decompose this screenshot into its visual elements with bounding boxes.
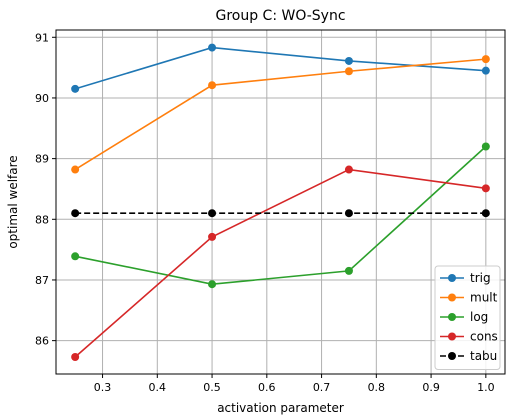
data-point-log xyxy=(71,252,80,261)
data-point-mult xyxy=(481,55,490,64)
x-tick-label: 0.5 xyxy=(203,381,221,394)
legend-marker xyxy=(448,274,456,282)
data-point-trig xyxy=(344,56,353,65)
x-tick-label: 0.6 xyxy=(258,381,276,394)
data-point-mult xyxy=(208,81,217,90)
legend-item: tabu xyxy=(440,349,497,363)
data-point-cons xyxy=(344,165,353,174)
y-tick-label: 87 xyxy=(35,274,49,287)
data-point-mult xyxy=(71,165,80,174)
x-tick-label: 0.8 xyxy=(368,381,386,394)
ticks: 0.3 0.4 0.5 0.6 0.7 0.8 0.9 1.0 86 87 88 89 90 91 xyxy=(35,31,495,394)
legend-label: trig xyxy=(470,271,491,285)
series-line-mult xyxy=(74,58,486,171)
data-point-trig xyxy=(208,43,217,52)
series-tabu xyxy=(71,209,490,218)
legend-label: tabu xyxy=(470,349,497,363)
data-point-log xyxy=(208,280,217,289)
legend-label: cons xyxy=(470,330,498,344)
series-layer xyxy=(71,43,490,362)
x-tick-label: 0.9 xyxy=(422,381,440,394)
y-tick-label: 86 xyxy=(35,335,49,348)
series-line-cons xyxy=(74,168,486,358)
data-point-tabu xyxy=(344,209,353,218)
data-point-cons xyxy=(71,353,80,362)
legend-item: log xyxy=(440,310,488,324)
x-tick-label: 1.0 xyxy=(477,381,495,394)
chart-title: Group C: WO-Sync xyxy=(215,8,345,24)
data-point-log xyxy=(344,266,353,275)
legend-marker xyxy=(448,352,456,360)
x-tick-label: 0.7 xyxy=(313,381,331,394)
data-point-trig xyxy=(481,66,490,75)
x-axis-title: activation parameter xyxy=(217,401,344,415)
legend-label: log xyxy=(470,310,488,324)
y-tick-label: 89 xyxy=(35,153,49,166)
legend-item: cons xyxy=(440,330,498,344)
legend-label: mult xyxy=(470,291,498,305)
data-point-tabu xyxy=(208,209,217,218)
data-point-tabu xyxy=(71,209,80,218)
y-tick-label: 88 xyxy=(35,213,49,226)
data-point-mult xyxy=(344,67,353,76)
legend-marker xyxy=(448,293,456,302)
data-point-log xyxy=(481,142,490,151)
x-tick-label: 0.4 xyxy=(149,381,167,394)
y-tick-label: 90 xyxy=(35,92,49,105)
y-axis-title: optimal welfare xyxy=(6,155,20,248)
data-point-cons xyxy=(481,184,490,193)
series-line-log xyxy=(75,145,487,286)
legend-item: trig xyxy=(440,271,491,285)
legend-marker xyxy=(448,332,456,341)
series-cons xyxy=(71,165,490,362)
data-point-cons xyxy=(208,232,217,241)
data-point-tabu xyxy=(481,209,490,218)
plot-frame xyxy=(55,29,506,375)
data-point-trig xyxy=(71,84,80,93)
legend: trig mult log cons tabu xyxy=(434,265,501,370)
legend-item: mult xyxy=(440,291,498,305)
y-tick-label: 91 xyxy=(35,31,49,44)
legend-box xyxy=(434,265,501,370)
series-mult xyxy=(71,55,490,174)
legend-marker xyxy=(448,313,456,321)
x-tick-label: 0.3 xyxy=(94,381,112,394)
series-log xyxy=(71,142,490,289)
